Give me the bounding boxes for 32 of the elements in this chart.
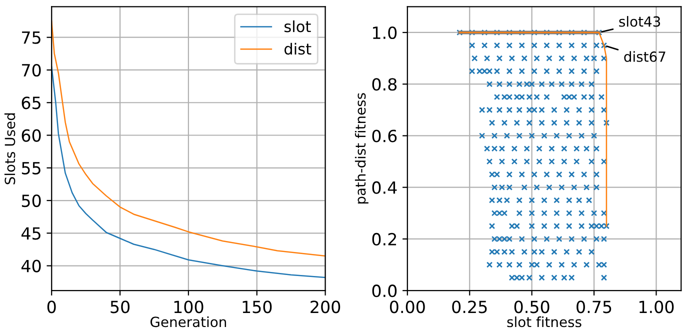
- x-axis-title: slot fitness: [507, 316, 582, 328]
- x-tick-label: 0.00: [390, 300, 425, 314]
- y-tick-label: 70: [22, 64, 41, 77]
- annotation: slot43: [619, 16, 660, 27]
- y-tick-label: 0.8: [372, 78, 397, 91]
- y-tick-label: 50: [22, 194, 41, 208]
- y-tick-label: 1.0: [373, 26, 397, 40]
- x-tick-label: 200: [310, 300, 340, 314]
- y-axis-title: path-dist fitness: [354, 93, 368, 204]
- y-tick-label: 75: [22, 32, 40, 44]
- x-tick-label: 0.25: [452, 300, 487, 314]
- x-tick-label: 0: [47, 300, 56, 314]
- x-tick-label: 0.75: [576, 300, 612, 314]
- y-tick-label: 0.4: [372, 181, 397, 194]
- y-tick-label: 40: [21, 260, 41, 272]
- legend-label: slot: [284, 20, 311, 32]
- y-tick-label: 0.0: [372, 284, 397, 298]
- annotation: dist67: [624, 51, 666, 62]
- y-tick-label: 45: [21, 227, 40, 240]
- y-tick-label: 65: [22, 96, 40, 110]
- y-axis-title: Slots Used: [4, 113, 16, 184]
- x-tick-label: 1.00: [640, 300, 674, 314]
- y-tick-label: 0.6: [372, 130, 397, 142]
- x-tick-label: 50: [110, 300, 130, 314]
- x-tick-label: 0.50: [514, 300, 550, 314]
- y-tick-label: 0.2: [372, 232, 396, 246]
- x-tick-label: 150: [242, 300, 272, 314]
- x-axis-title: Generation: [150, 316, 226, 328]
- y-tick-label: 60: [22, 129, 41, 142]
- x-tick-label: 100: [174, 300, 204, 314]
- y-tick-label: 55: [22, 162, 40, 174]
- legend-label: dist: [284, 42, 312, 55]
